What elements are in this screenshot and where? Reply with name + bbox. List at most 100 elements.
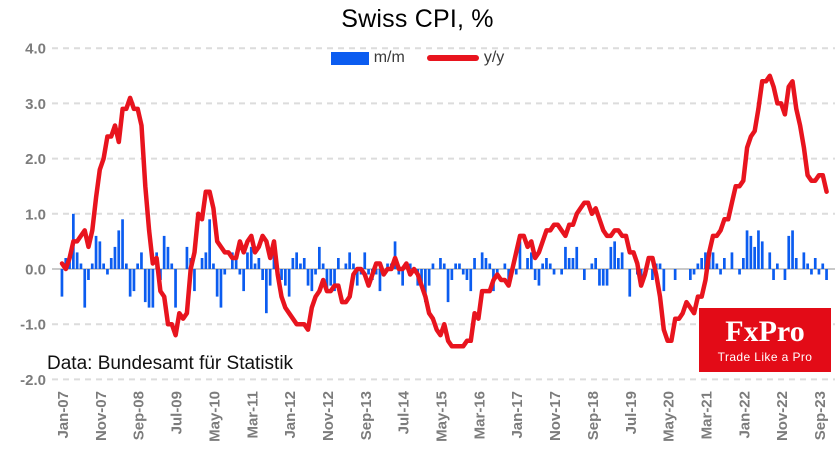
mm-bar bbox=[541, 263, 544, 269]
mm-bar bbox=[787, 235, 791, 269]
mm-bar bbox=[261, 269, 264, 280]
legend-item-yy: y/y bbox=[426, 49, 504, 67]
mm-bar bbox=[704, 252, 707, 269]
mm-bar bbox=[318, 246, 321, 269]
mm-bar bbox=[545, 258, 548, 269]
x-tick-label: May-20 bbox=[661, 391, 678, 442]
mm-bar bbox=[537, 269, 541, 286]
mm-bar bbox=[689, 269, 692, 280]
mm-bar bbox=[333, 269, 336, 292]
x-tick-label: Mar-11 bbox=[244, 391, 261, 439]
mm-bar bbox=[147, 269, 151, 308]
mm-bar bbox=[601, 269, 605, 286]
mm-bar bbox=[620, 252, 624, 269]
mm-bar bbox=[401, 269, 404, 286]
mm-bar bbox=[469, 269, 473, 292]
mm-bar bbox=[484, 258, 488, 269]
mm-bar bbox=[79, 263, 83, 269]
mm-bar bbox=[821, 263, 825, 269]
mm-bar bbox=[302, 258, 306, 269]
mm-bar bbox=[518, 241, 522, 269]
mm-bar bbox=[219, 269, 223, 308]
mm-bar bbox=[465, 269, 469, 280]
mm-bar bbox=[571, 258, 575, 269]
mm-bar bbox=[711, 252, 715, 269]
mm-bar bbox=[162, 235, 166, 269]
mm-bar-swatch-icon bbox=[330, 51, 369, 65]
mm-bar bbox=[397, 269, 401, 275]
mm-bars-series bbox=[60, 213, 828, 314]
mm-bar bbox=[628, 269, 632, 297]
mm-bar bbox=[662, 269, 666, 292]
mm-bar bbox=[374, 269, 378, 275]
mm-bar bbox=[745, 230, 749, 269]
mm-bar bbox=[791, 230, 794, 269]
mm-bar bbox=[90, 263, 94, 269]
mm-bar bbox=[60, 269, 64, 297]
mm-bar bbox=[749, 235, 753, 269]
mm-bar bbox=[246, 252, 249, 269]
mm-bar bbox=[337, 258, 340, 269]
legend-item-mm: m/m bbox=[330, 49, 405, 67]
chart-legend: m/m y/y bbox=[0, 49, 835, 67]
mm-bar bbox=[113, 246, 117, 269]
x-tick-label: May-10 bbox=[206, 391, 223, 442]
mm-bar bbox=[284, 269, 287, 286]
mm-bar bbox=[533, 269, 537, 280]
mm-bar bbox=[98, 241, 102, 269]
mm-bar bbox=[325, 269, 329, 292]
mm-bar bbox=[143, 269, 147, 303]
mm-bar bbox=[378, 269, 382, 292]
mm-bar bbox=[424, 269, 427, 303]
mm-bar bbox=[450, 269, 454, 280]
mm-bar bbox=[204, 252, 208, 269]
mm-bar bbox=[234, 258, 238, 269]
mm-bar bbox=[193, 269, 196, 292]
mm-bar bbox=[673, 269, 677, 280]
mm-bar bbox=[408, 263, 412, 269]
mm-bar bbox=[386, 263, 389, 269]
mm-bar bbox=[439, 258, 442, 269]
mm-bar bbox=[268, 269, 272, 286]
mm-bar bbox=[700, 258, 703, 269]
data-source-note: Data: Bundesamt für Statistik bbox=[47, 353, 294, 374]
mm-bar bbox=[174, 269, 177, 308]
mm-bar bbox=[454, 263, 457, 269]
y-axis-labels: 4.0 3.0 2.0 1.0 0.0 -1.0 -2.0 bbox=[20, 41, 46, 389]
mm-bar bbox=[723, 258, 726, 269]
x-tick-label: Jul-19 bbox=[623, 391, 640, 434]
mm-bar bbox=[651, 269, 654, 280]
mm-bar bbox=[609, 246, 613, 269]
x-tick-label: Sep-08 bbox=[131, 391, 148, 440]
mm-bar bbox=[299, 263, 302, 269]
mm-bar bbox=[802, 252, 806, 269]
mm-bar bbox=[495, 269, 499, 275]
fxpro-logo: FxPro Trade Like a Pro bbox=[699, 308, 831, 372]
mm-bar bbox=[166, 246, 170, 269]
x-tick-label: Sep-13 bbox=[358, 391, 375, 440]
legend-label-mm: m/m bbox=[373, 49, 405, 66]
mm-bar bbox=[526, 258, 529, 269]
mm-bar bbox=[503, 263, 507, 269]
x-axis-labels: Jan-07 Nov-07 Sep-08 Jul-09 May-10 Mar-11 Jan-… bbox=[55, 390, 829, 442]
mm-bar bbox=[776, 263, 779, 269]
mm-bar bbox=[329, 269, 333, 286]
mm-bar bbox=[442, 263, 446, 269]
mm-bar bbox=[352, 263, 355, 269]
fxpro-logo-brand: FxPro bbox=[725, 314, 805, 348]
mm-bar bbox=[806, 263, 809, 269]
mm-bar bbox=[514, 269, 518, 275]
mm-bar bbox=[291, 258, 295, 269]
x-tick-label: Nov-12 bbox=[320, 391, 337, 441]
mm-bar bbox=[772, 269, 775, 280]
mm-bar bbox=[458, 263, 461, 269]
x-tick-label: Jan-07 bbox=[55, 391, 72, 439]
mm-bar bbox=[575, 246, 579, 269]
mm-bar bbox=[560, 269, 563, 275]
mm-bar bbox=[794, 258, 798, 269]
mm-bar bbox=[355, 269, 359, 286]
x-tick-label: Nov-07 bbox=[93, 391, 110, 441]
mm-bar bbox=[658, 263, 662, 269]
mm-bar bbox=[757, 230, 760, 269]
